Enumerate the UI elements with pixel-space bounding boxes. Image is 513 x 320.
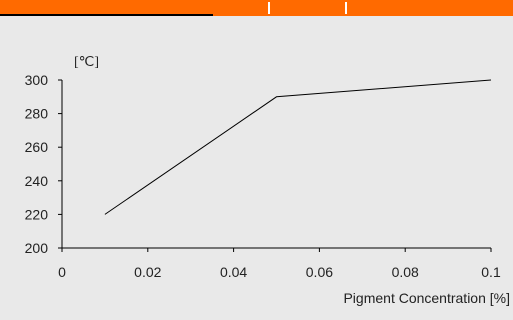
y-tick-label: 200 <box>25 240 49 256</box>
series-line <box>104 79 492 215</box>
x-axis-label: Pigment Concentration [%] <box>343 290 510 306</box>
header-bar <box>0 0 513 16</box>
header-separator <box>268 2 270 14</box>
header-separator <box>345 2 347 14</box>
x-tick-label: 0.06 <box>306 264 333 280</box>
x-tick-labels: 0 0.02 0.04 0.06 0.08 0.1 <box>58 264 501 280</box>
y-tick-label: 220 <box>25 206 49 222</box>
y-tick-label: 300 <box>25 72 49 88</box>
x-tick-label: 0.02 <box>134 264 161 280</box>
x-tick-label: 0.08 <box>392 264 419 280</box>
x-tick-label: 0.1 <box>481 264 501 280</box>
series-group <box>104 79 492 215</box>
x-tick-label: 0.04 <box>220 264 247 280</box>
y-tick-label: 280 <box>25 106 49 122</box>
y-tick-labels: 200 220 240 260 280 300 <box>25 72 49 256</box>
header-accent-tab <box>0 0 213 16</box>
y-tick-label: 260 <box>25 139 49 155</box>
y-tick-label: 240 <box>25 173 49 189</box>
chart-axes <box>58 79 492 252</box>
y-axis-unit-label: [℃] <box>74 55 99 70</box>
x-tick-label: 0 <box>58 264 66 280</box>
